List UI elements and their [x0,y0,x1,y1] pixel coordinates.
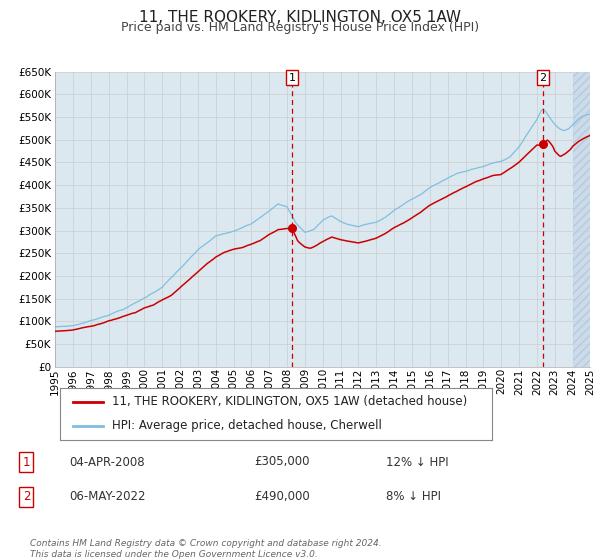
Text: 1: 1 [23,455,30,469]
Text: 04-APR-2008: 04-APR-2008 [70,455,145,469]
Bar [572,72,590,367]
Text: 2: 2 [23,490,30,503]
Text: 2: 2 [539,73,547,82]
Text: 8% ↓ HPI: 8% ↓ HPI [386,490,442,503]
Text: 06-MAY-2022: 06-MAY-2022 [70,490,146,503]
Text: 12% ↓ HPI: 12% ↓ HPI [386,455,449,469]
Text: £305,000: £305,000 [254,455,310,469]
Text: 1: 1 [289,73,295,82]
Text: £490,000: £490,000 [254,490,310,503]
Text: 11, THE ROOKERY, KIDLINGTON, OX5 1AW: 11, THE ROOKERY, KIDLINGTON, OX5 1AW [139,10,461,25]
Text: HPI: Average price, detached house, Cherwell: HPI: Average price, detached house, Cher… [112,419,382,432]
Text: Price paid vs. HM Land Registry's House Price Index (HPI): Price paid vs. HM Land Registry's House … [121,21,479,34]
Text: Contains HM Land Registry data © Crown copyright and database right 2024.
This d: Contains HM Land Registry data © Crown c… [30,539,382,559]
Text: 11, THE ROOKERY, KIDLINGTON, OX5 1AW (detached house): 11, THE ROOKERY, KIDLINGTON, OX5 1AW (de… [112,395,467,408]
